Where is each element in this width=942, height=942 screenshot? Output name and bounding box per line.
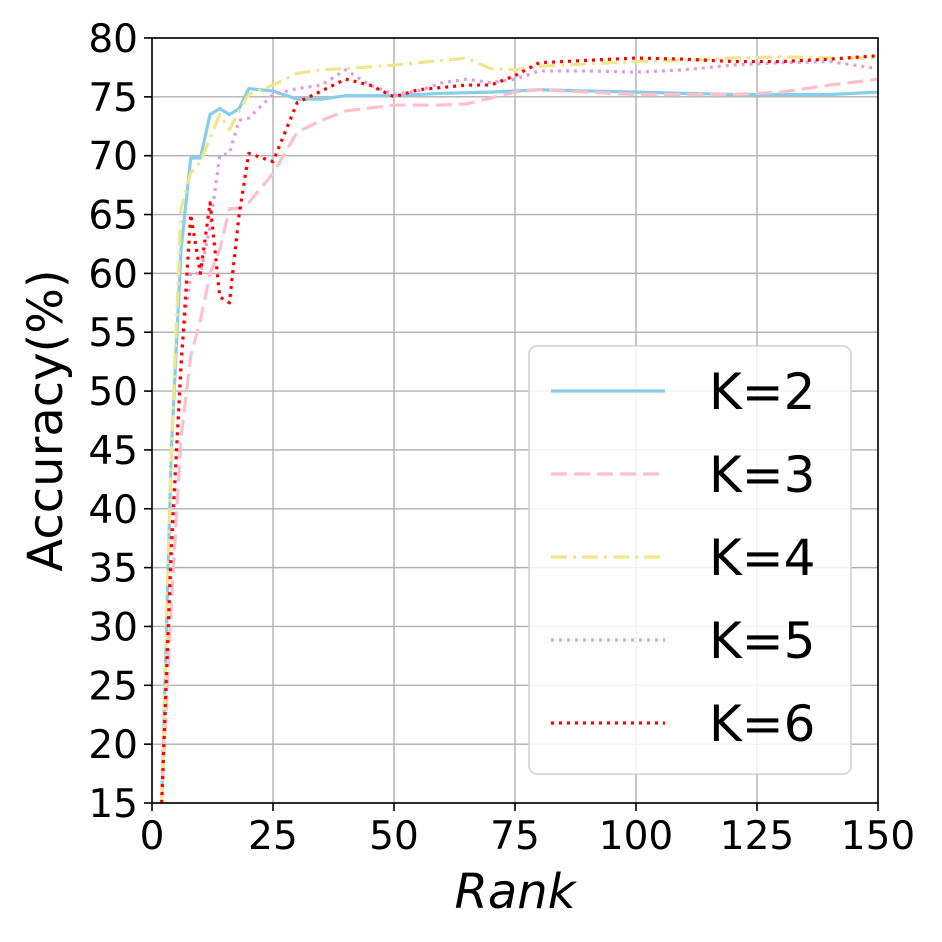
x-tick-label: 150 bbox=[841, 814, 915, 859]
legend: K=2 K=3 K=4 K=5 K=6 bbox=[528, 345, 852, 775]
x-tick-label: 125 bbox=[720, 814, 794, 859]
series-line-k4 bbox=[160, 55, 878, 803]
y-tick-label: 60 bbox=[88, 252, 138, 297]
y-tick-label: 80 bbox=[88, 17, 138, 62]
y-axis-label: Accuracy(%) bbox=[18, 269, 74, 571]
legend-label-k3: K=3 bbox=[709, 446, 816, 504]
y-tick-label: 75 bbox=[88, 76, 138, 121]
y-tick-label: 25 bbox=[88, 664, 138, 709]
legend-label-k6: K=6 bbox=[709, 695, 816, 753]
x-tick-label: 50 bbox=[369, 814, 419, 859]
y-tick-label: 65 bbox=[88, 194, 138, 239]
axis-ticks: 0 25 50 75 100 125 150 15 20 25 30 35 40 45 50 55 60 65 70… bbox=[88, 17, 915, 859]
y-tick-label: 40 bbox=[88, 488, 138, 533]
y-tick-label: 30 bbox=[88, 605, 138, 650]
y-tick-label: 55 bbox=[88, 311, 138, 356]
legend-label-k4: K=4 bbox=[709, 529, 816, 587]
legend-label-k5: K=5 bbox=[709, 612, 816, 670]
y-tick-label: 45 bbox=[88, 429, 138, 474]
series-lines bbox=[160, 54, 878, 803]
y-tick-label: 50 bbox=[88, 370, 138, 415]
x-tick-label: 25 bbox=[248, 814, 298, 859]
legend-label-k2: K=2 bbox=[709, 363, 816, 421]
series-line-k2 bbox=[160, 87, 878, 803]
y-tick-label: 70 bbox=[88, 135, 138, 180]
series-line-k6 bbox=[160, 54, 878, 803]
y-tick-label: 15 bbox=[88, 782, 138, 827]
x-tick-label: 75 bbox=[490, 814, 540, 859]
x-tick-label: 0 bbox=[140, 814, 165, 859]
y-tick-label: 20 bbox=[88, 723, 138, 768]
y-tick-label: 35 bbox=[88, 547, 138, 592]
legend-box bbox=[528, 345, 852, 775]
x-axis-label: Rank bbox=[455, 864, 578, 920]
x-tick-label: 100 bbox=[599, 814, 673, 859]
series-line-k3 bbox=[160, 77, 878, 803]
